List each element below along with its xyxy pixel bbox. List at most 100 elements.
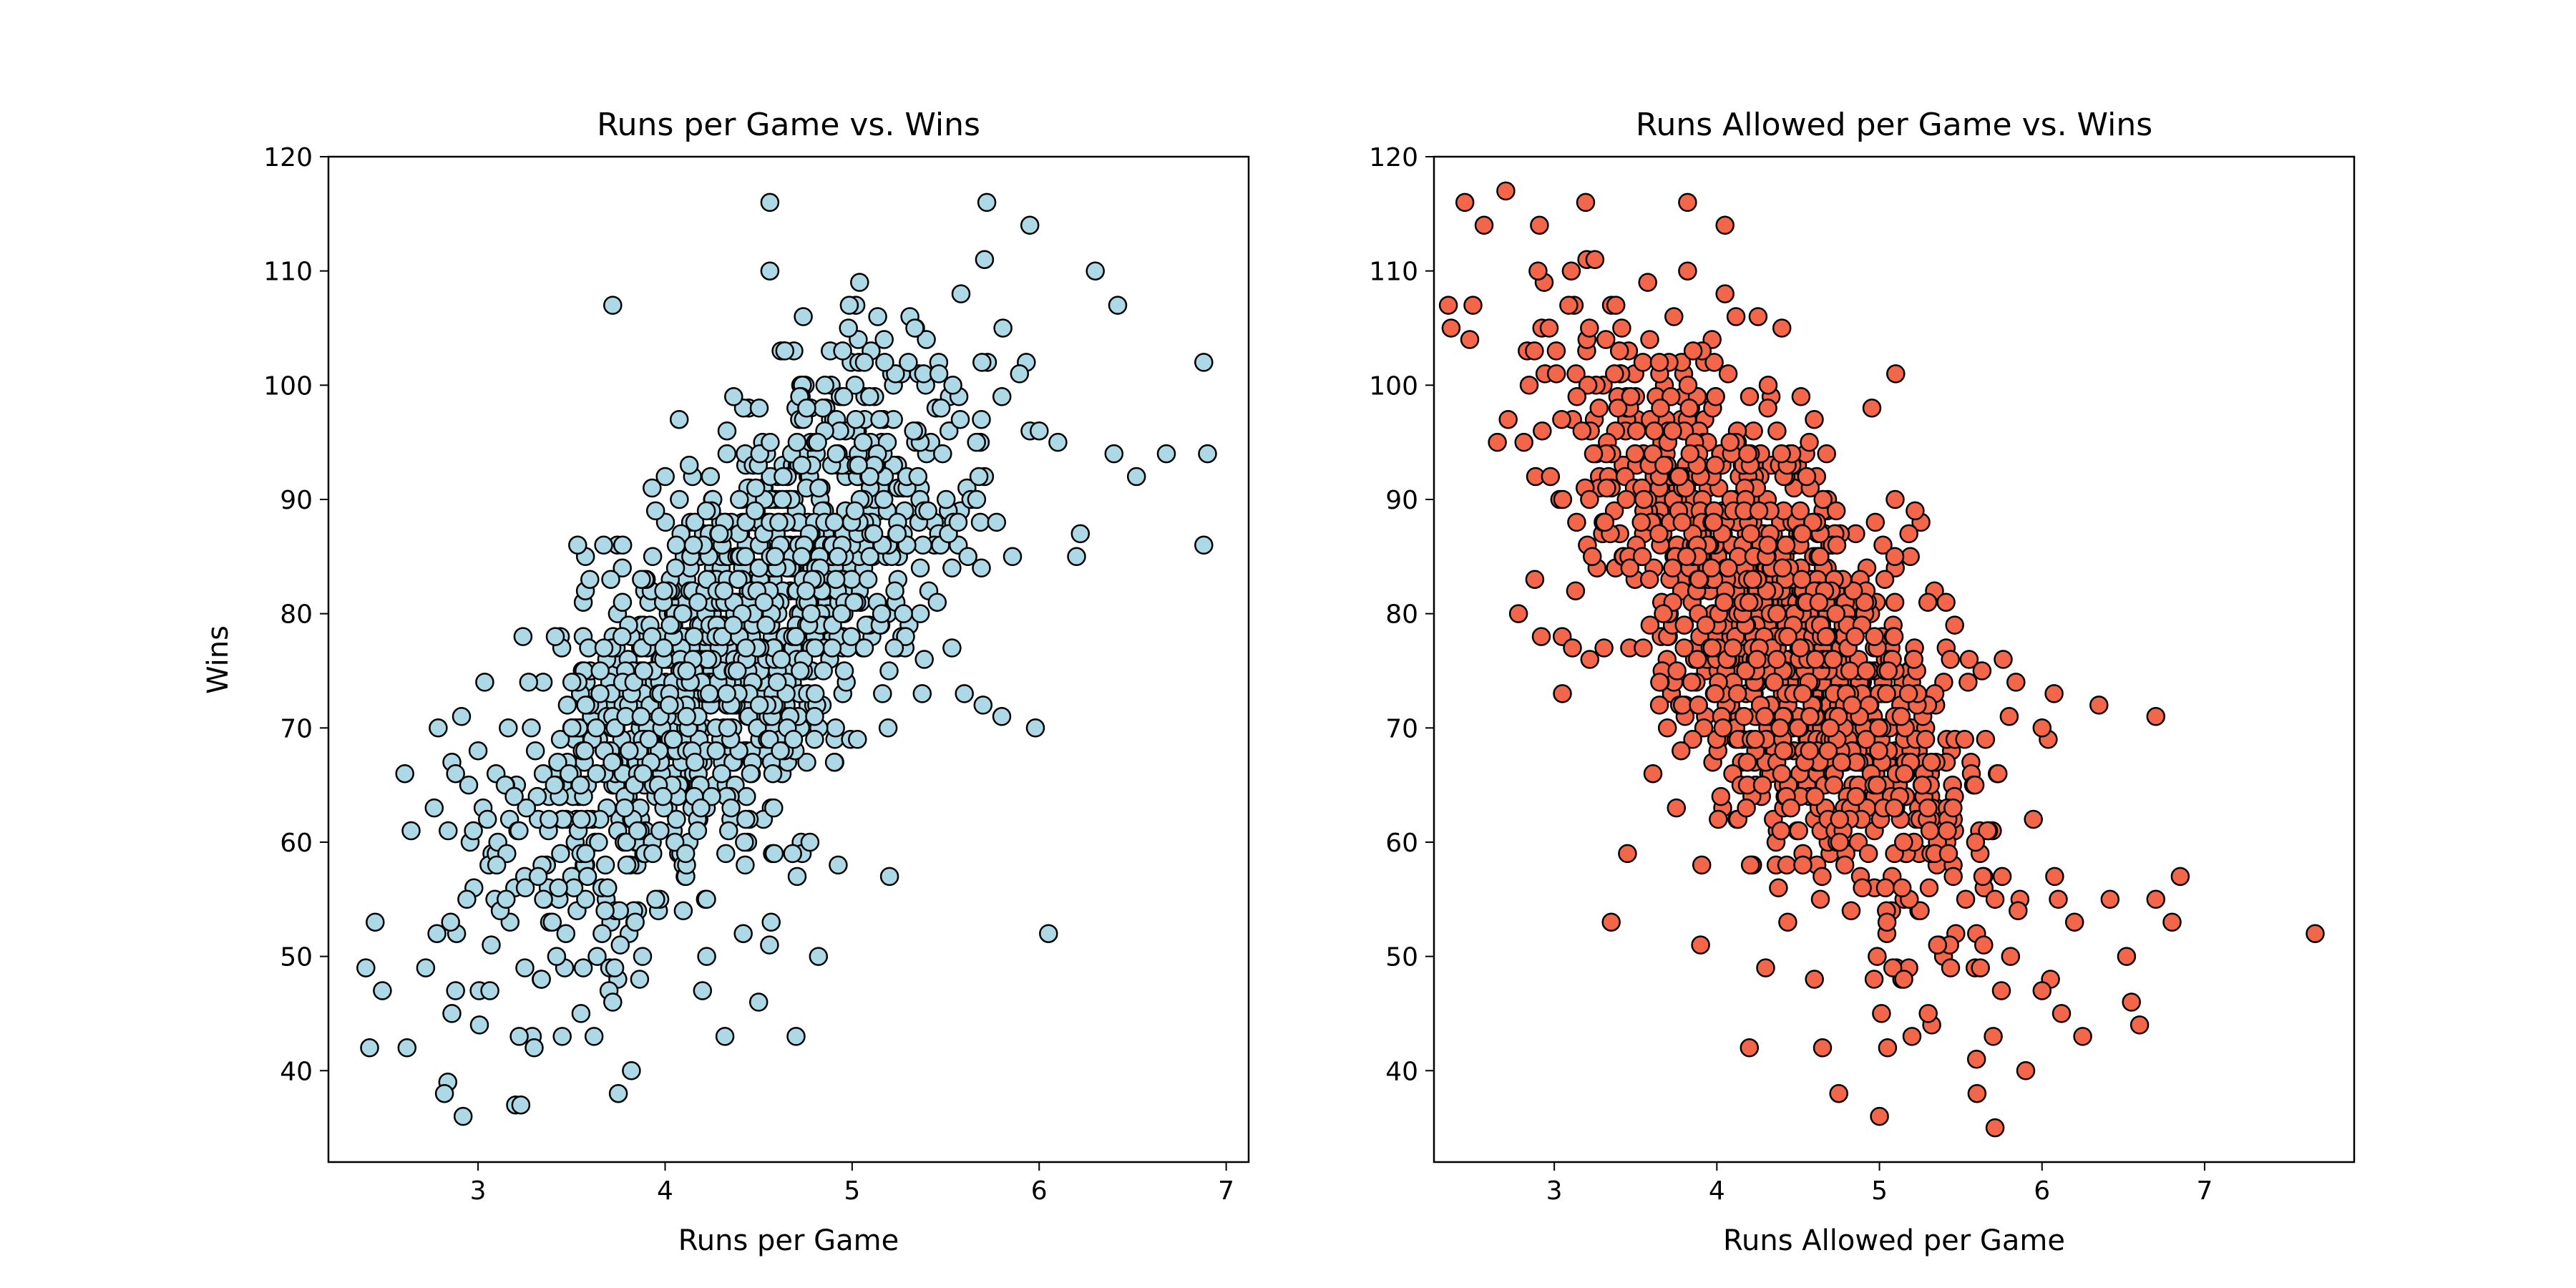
data-point (667, 809, 686, 829)
data-point (833, 341, 852, 361)
data-point (1758, 376, 1778, 395)
data-point (864, 524, 884, 544)
data-point (613, 558, 632, 578)
data-point (1682, 673, 1702, 692)
data-point (1878, 661, 1898, 680)
data-point (1651, 399, 1670, 418)
data-point (2129, 1015, 2150, 1035)
data-point (1835, 855, 1855, 875)
data-point (1039, 924, 1058, 943)
data-point (1720, 432, 1740, 452)
data-point (1618, 844, 1637, 864)
data-point (1070, 524, 1091, 544)
data-point (576, 844, 595, 864)
data-point (1657, 718, 1677, 738)
data-point (709, 524, 729, 544)
data-point (801, 604, 821, 623)
data-point (950, 409, 970, 429)
data-point (717, 444, 737, 464)
data-point (631, 707, 651, 726)
data-point (728, 570, 748, 589)
data-point (1572, 421, 1592, 441)
data-point (1514, 432, 1533, 452)
data-point (993, 318, 1013, 338)
x-tick-label: 7 (1218, 1176, 1234, 1206)
data-point (987, 512, 1007, 532)
data-point (1525, 570, 1545, 589)
x-axis-label: Runs per Game (678, 1224, 899, 1257)
data-point (1719, 558, 1738, 578)
y-tick-label: 70 (1385, 714, 1418, 743)
data-point (841, 627, 861, 646)
y-tick-label: 90 (1385, 486, 1418, 515)
data-point (1438, 296, 1458, 315)
data-point (1702, 558, 1721, 578)
data-point (1649, 696, 1669, 715)
data-point (1901, 547, 1920, 567)
data-point (1709, 809, 1728, 829)
data-point (1769, 878, 1788, 898)
data-point (886, 364, 905, 384)
data-point (613, 592, 633, 612)
data-point (741, 763, 761, 784)
data-point (653, 786, 673, 806)
data-point (887, 524, 907, 544)
data-point (749, 399, 769, 418)
data-point (452, 707, 472, 726)
data-point (1726, 307, 1746, 326)
data-point (899, 353, 918, 372)
data-point (1455, 192, 1475, 213)
data-point (1706, 387, 1725, 406)
data-point (1823, 650, 1843, 669)
data-point (571, 809, 591, 829)
data-point (2064, 912, 2084, 932)
data-point (1638, 273, 1657, 292)
data-point (765, 547, 785, 567)
data-point (1749, 501, 1769, 521)
data-point (1818, 741, 1838, 761)
data-point (1767, 421, 1787, 441)
y-tick-label: 50 (1385, 943, 1418, 972)
data-point (633, 947, 653, 966)
data-point (613, 535, 633, 555)
data-point (366, 912, 385, 932)
data-point (1705, 455, 1725, 475)
data-point (826, 718, 845, 738)
data-point (1792, 570, 1812, 589)
data-point (1878, 1038, 1898, 1058)
data-point (1955, 730, 1974, 749)
data-point (1674, 615, 1694, 635)
data-point (975, 250, 995, 269)
data-point (845, 376, 865, 395)
data-point (592, 924, 612, 943)
data-point (1625, 444, 1645, 464)
data-point (735, 832, 754, 852)
data-point (1580, 650, 1600, 669)
data-point (1680, 444, 1700, 464)
data-point (1994, 650, 2013, 669)
data-point (1632, 547, 1652, 567)
data-point (1992, 867, 2012, 887)
data-point (2049, 889, 2068, 909)
data-point (805, 638, 825, 658)
data-point (575, 741, 595, 761)
x-tick-label: 3 (470, 1176, 487, 1206)
data-point (1966, 1050, 1986, 1069)
data-point (1778, 912, 1797, 932)
data-point (972, 409, 991, 429)
data-point (1793, 684, 1813, 703)
x-tick-label: 5 (844, 1176, 860, 1206)
data-point (1941, 958, 1961, 977)
data-point (913, 535, 932, 555)
data-point (590, 661, 610, 680)
data-point (796, 581, 816, 600)
data-point (1904, 650, 1924, 669)
data-point (754, 592, 774, 612)
data-point (736, 809, 756, 829)
data-point (761, 912, 781, 932)
data-point (373, 981, 392, 1000)
data-point (927, 592, 947, 612)
data-point (973, 696, 993, 715)
data-point (718, 718, 738, 738)
data-point (736, 547, 756, 567)
